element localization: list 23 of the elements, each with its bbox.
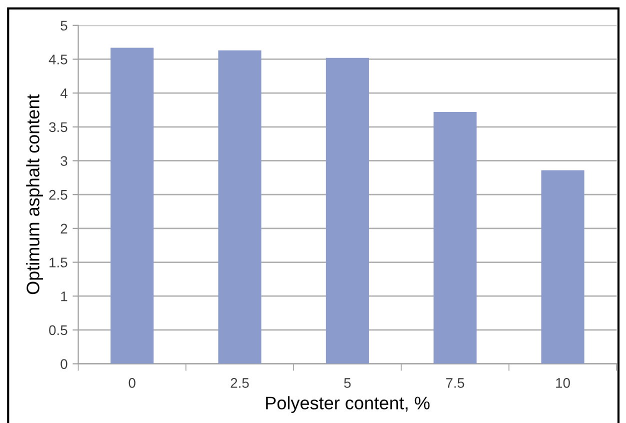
bar [218, 50, 262, 364]
bar [110, 48, 154, 364]
bar [434, 112, 477, 364]
y-tick-label: 4.5 [48, 54, 68, 64]
x-tick-label: 0 [128, 378, 136, 388]
x-axis-title: Polyester content, % [266, 396, 430, 414]
y-tick-label: 2 [60, 224, 68, 234]
x-tick-label: 7.5 [446, 378, 464, 388]
bar [326, 58, 369, 364]
y-axis-title: Optimum asphalt content [26, 94, 43, 294]
y-tick-label: 0 [60, 359, 68, 369]
bar [541, 170, 584, 364]
y-tick-label: 1 [61, 292, 68, 302]
x-tick-label: 10 [556, 378, 570, 388]
y-tick-label: 3 [60, 156, 68, 166]
y-tick-label: 1.5 [50, 258, 68, 268]
y-tick-label: 3.5 [49, 122, 68, 132]
x-tick-label: 2.5 [230, 378, 249, 388]
x-tick-label: 5 [344, 378, 351, 388]
y-tick-label: 2.5 [49, 190, 68, 200]
y-tick-label: 4 [60, 88, 68, 98]
y-tick-label: 5 [60, 20, 68, 31]
y-tick-label: 0.5 [49, 325, 68, 336]
